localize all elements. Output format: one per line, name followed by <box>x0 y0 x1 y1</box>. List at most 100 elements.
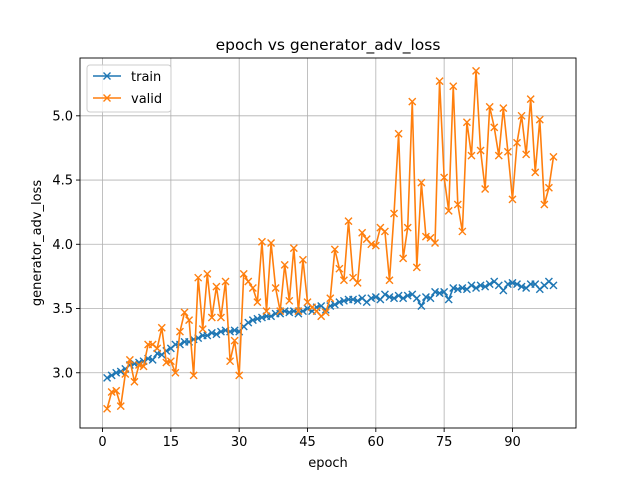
data-point-valid <box>262 307 271 316</box>
data-point-train <box>349 295 358 304</box>
data-point-valid <box>499 104 508 113</box>
data-point-valid <box>494 151 503 160</box>
legend-label-valid: valid <box>131 92 162 107</box>
data-point-valid <box>417 178 426 187</box>
data-point-valid <box>435 77 444 86</box>
data-point-train <box>476 281 485 290</box>
x-tick-label: 90 <box>504 435 521 450</box>
data-point-valid <box>267 239 276 247</box>
data-point-valid <box>421 232 430 241</box>
data-point-valid <box>481 185 490 194</box>
data-point-valid <box>166 357 175 366</box>
data-point-train <box>517 282 526 291</box>
data-point-valid <box>449 82 458 91</box>
legend-entry-valid: valid <box>93 92 162 107</box>
data-point-train <box>330 300 339 309</box>
data-point-valid <box>185 316 194 325</box>
data-point-train <box>244 318 253 327</box>
data-point-train <box>399 294 408 303</box>
data-point-valid <box>253 298 262 307</box>
data-point-valid <box>171 368 180 377</box>
data-point-train <box>339 296 348 305</box>
data-point-valid <box>403 223 412 232</box>
data-point-valid <box>371 241 380 250</box>
data-point-valid <box>276 307 285 316</box>
data-point-train <box>107 371 116 380</box>
data-point-valid <box>103 404 112 413</box>
data-point-valid <box>535 115 544 124</box>
data-point-train <box>216 327 225 336</box>
data-point-valid <box>321 308 330 317</box>
data-point-valid <box>139 362 148 371</box>
data-point-valid <box>380 227 389 236</box>
data-point-valid <box>226 357 235 366</box>
data-point-valid <box>385 276 394 285</box>
data-point-valid <box>394 129 403 138</box>
data-point-valid <box>344 217 353 226</box>
data-point-train <box>431 287 440 296</box>
data-point-valid <box>216 313 225 322</box>
data-point-train <box>485 280 494 289</box>
axis-ticks: 0 15 30 45 60 75 90 3.0 3.5 4.0 4.5 5.0 <box>52 109 520 450</box>
data-point-train <box>294 309 303 318</box>
data-point-train <box>212 330 221 339</box>
data-point-valid <box>212 282 221 291</box>
data-point-valid <box>285 296 294 305</box>
data-point-valid <box>390 209 399 218</box>
data-point-train <box>394 291 403 300</box>
legend: train valid <box>86 64 172 113</box>
y-axis-label: generator_adv_loss <box>30 180 45 306</box>
data-point-train <box>207 328 216 337</box>
data-point-valid <box>444 206 453 215</box>
data-point-train <box>449 283 458 292</box>
data-point-train <box>390 294 399 303</box>
data-point-valid <box>244 277 253 286</box>
data-point-valid <box>453 200 462 209</box>
data-point-valid <box>107 388 116 397</box>
data-point-valid <box>508 195 517 204</box>
x-tick-label: 75 <box>436 435 453 450</box>
data-point-train <box>285 308 294 317</box>
data-point-valid <box>462 118 471 127</box>
data-point-valid <box>440 173 449 182</box>
data-point-train <box>412 294 421 303</box>
data-point-valid <box>326 294 335 303</box>
data-point-train <box>403 291 412 300</box>
data-point-valid <box>203 269 212 278</box>
data-point-valid <box>367 240 376 249</box>
data-point-train <box>513 280 522 289</box>
data-point-valid <box>198 325 207 334</box>
data-point-valid <box>517 111 526 120</box>
data-point-valid <box>271 283 280 292</box>
data-point-train <box>499 286 508 295</box>
x-axis-label: epoch <box>308 456 348 471</box>
data-point-valid <box>180 308 189 317</box>
data-point-valid <box>476 146 485 155</box>
data-point-train <box>230 326 239 335</box>
data-point-train <box>335 298 344 307</box>
data-point-valid <box>257 237 266 246</box>
data-point-valid <box>207 313 216 322</box>
legend-marker-train <box>103 72 111 80</box>
data-point-train <box>444 295 453 304</box>
data-point-train <box>103 373 112 382</box>
data-point-valid <box>526 95 535 104</box>
data-point-train <box>112 368 121 377</box>
data-point-train <box>440 287 449 296</box>
y-tick-label: 3.0 <box>52 366 73 381</box>
data-point-valid <box>485 102 494 111</box>
data-point-valid <box>194 273 203 282</box>
data-point-valid <box>162 358 171 367</box>
data-point-valid <box>294 307 303 316</box>
data-point-train <box>353 296 362 305</box>
data-point-valid <box>490 123 499 132</box>
x-tick-label: 45 <box>299 435 316 450</box>
data-point-valid <box>130 377 139 386</box>
data-point-train <box>453 285 462 294</box>
data-point-valid <box>121 370 130 379</box>
x-tick-label: 60 <box>368 435 385 450</box>
data-point-valid <box>230 336 239 345</box>
data-point-train <box>303 304 312 313</box>
data-point-valid <box>157 323 166 332</box>
data-point-train <box>380 290 389 299</box>
